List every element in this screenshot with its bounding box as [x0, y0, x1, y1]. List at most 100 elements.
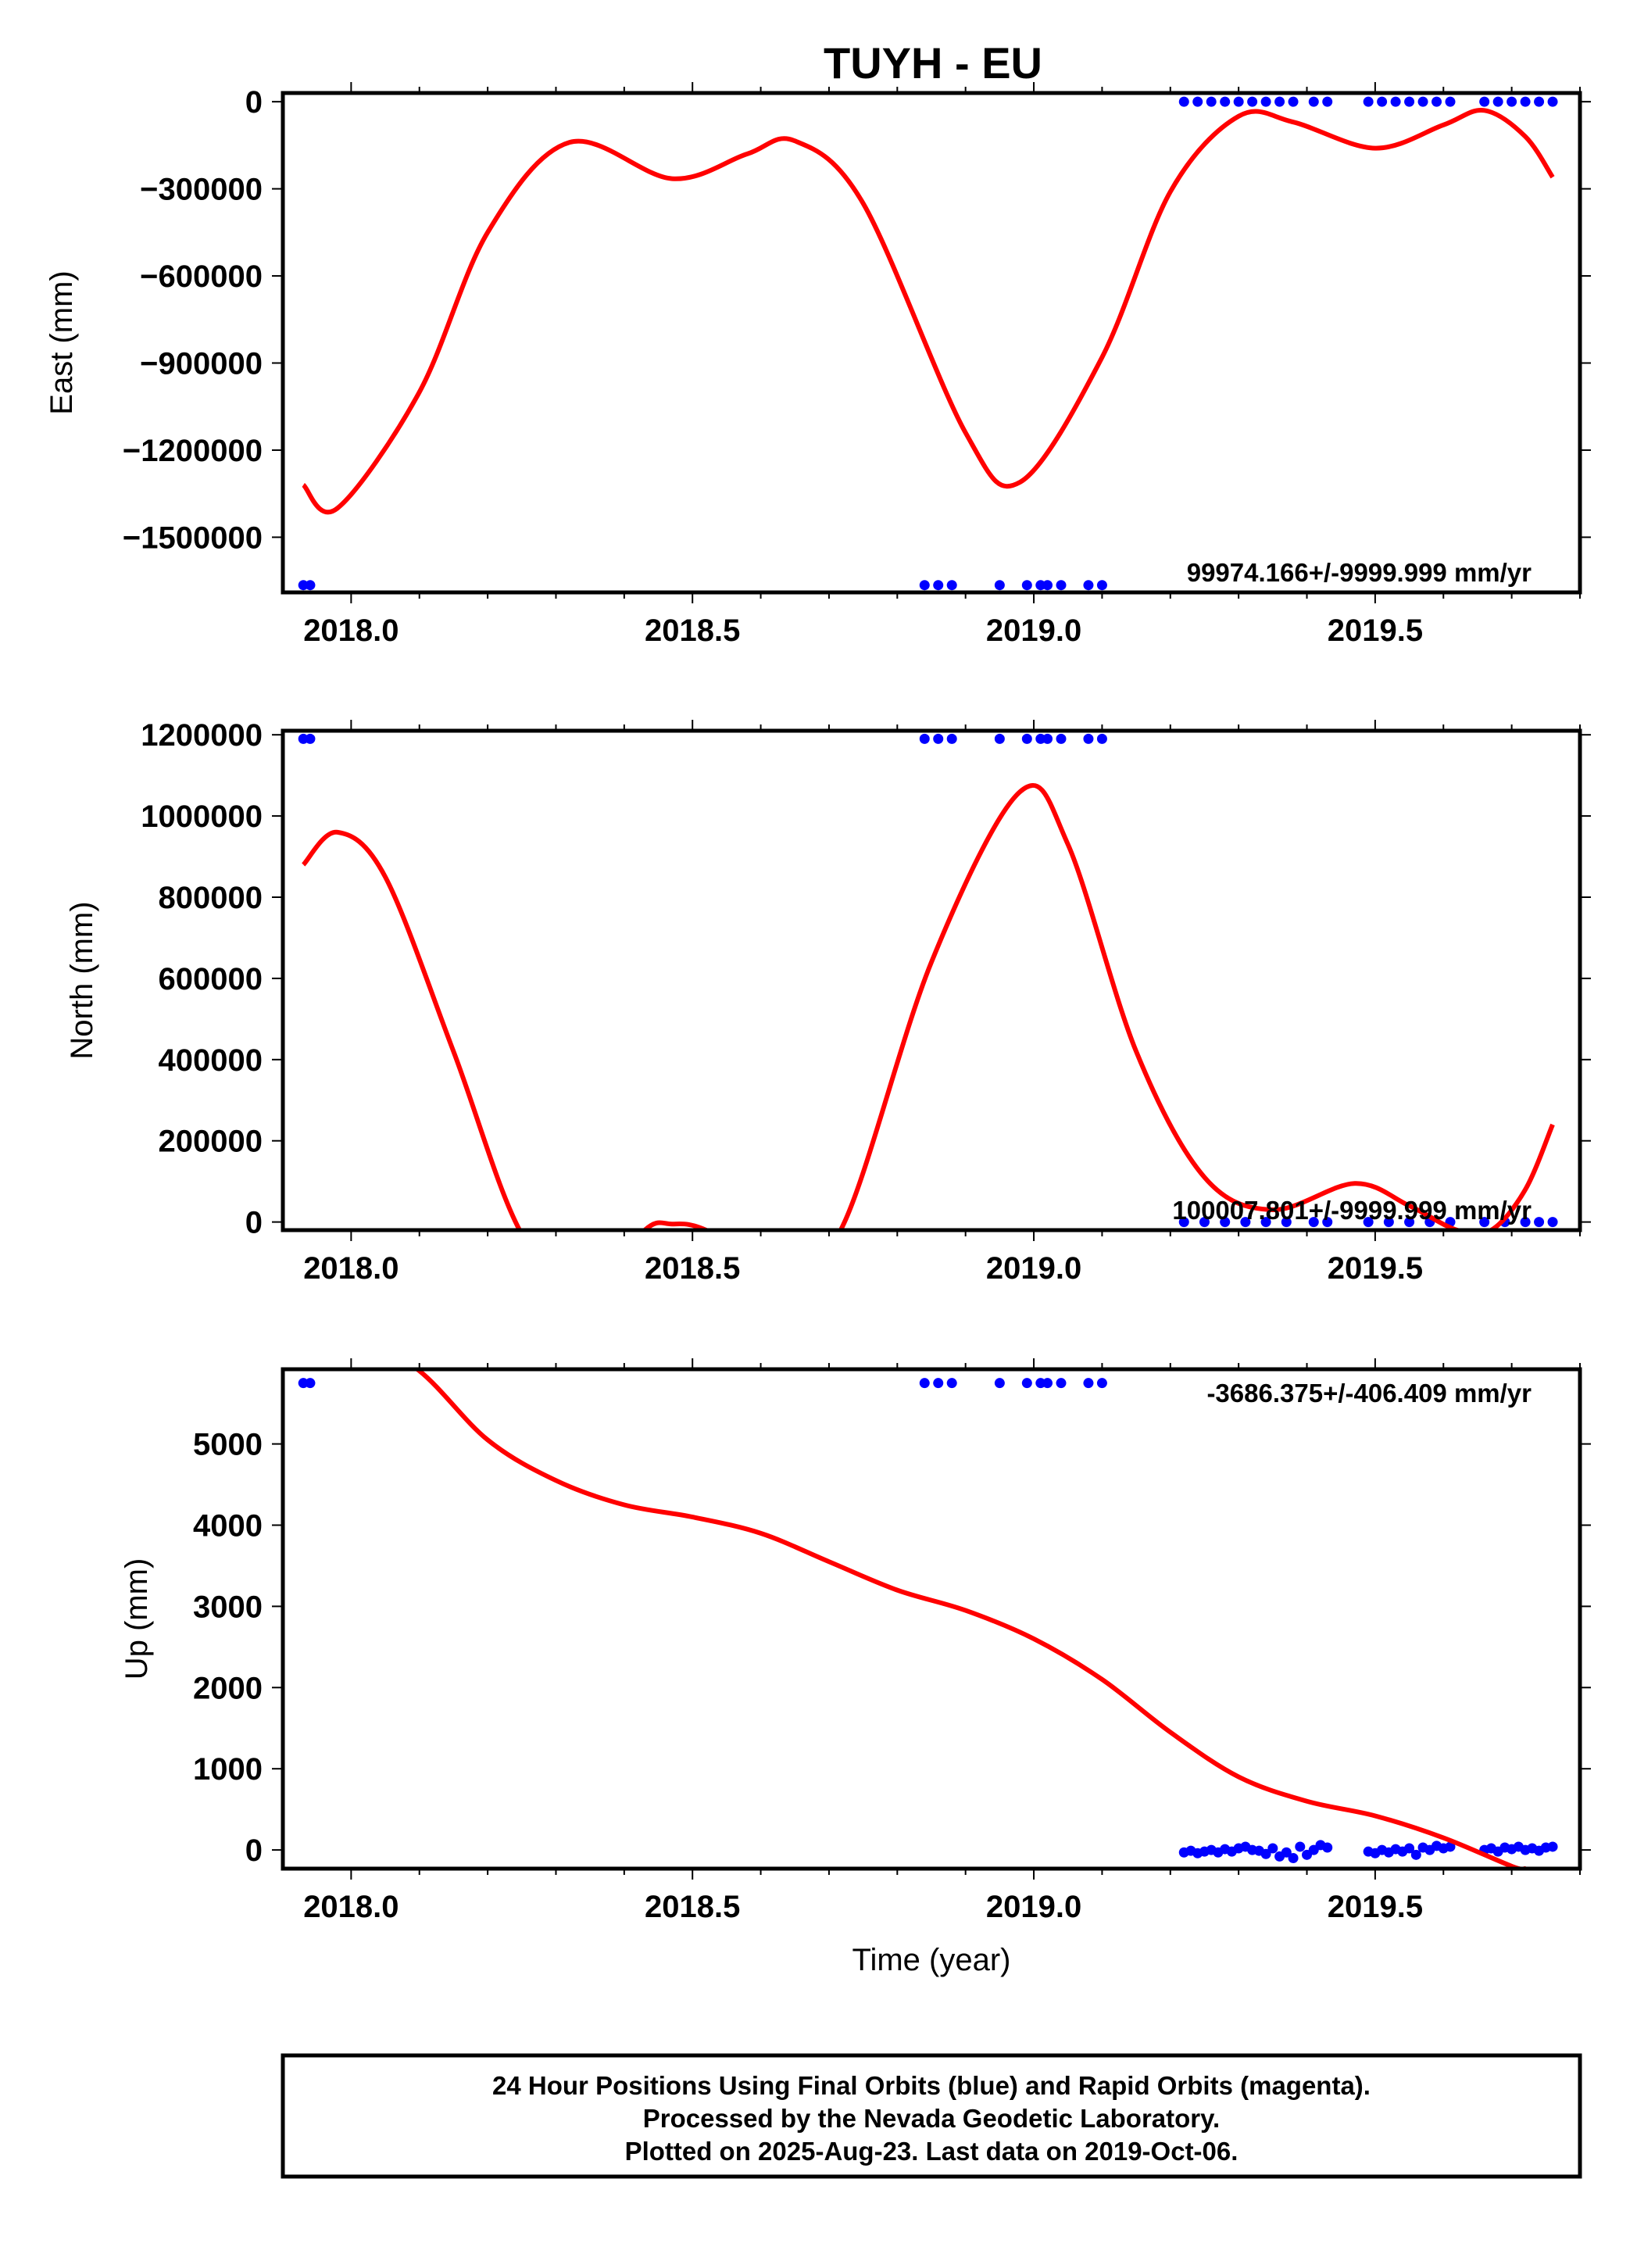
data-point — [946, 733, 957, 744]
plot-frame — [281, 91, 1582, 595]
data-point — [1404, 1843, 1415, 1854]
data-point — [1178, 96, 1189, 107]
plot-frame — [281, 728, 1582, 1232]
y-tick-label: 800000 — [159, 881, 263, 915]
data-point — [1021, 733, 1032, 744]
data-point — [1322, 1842, 1333, 1853]
data-point — [1083, 1378, 1094, 1389]
fit-line-north — [301, 783, 1555, 1230]
y-tick-label: 200000 — [159, 1125, 263, 1159]
data-point — [1220, 1217, 1231, 1228]
data-point — [1083, 580, 1094, 591]
data-point — [1383, 1217, 1394, 1228]
data-point — [1260, 1848, 1271, 1859]
data-point — [1507, 96, 1517, 107]
data-point — [1192, 96, 1203, 107]
data-point — [1281, 1847, 1292, 1858]
data-point — [1308, 96, 1319, 107]
plot-frame — [281, 1367, 1582, 1871]
data-point — [1096, 733, 1107, 744]
footer-line-3: Plotted on 2025-Aug-23. Last data on 201… — [625, 2137, 1238, 2166]
footer-line-2: Processed by the Nevada Geodetic Laborat… — [643, 2104, 1220, 2133]
y-tick-label: 0 — [245, 1833, 263, 1868]
data-point — [919, 1378, 930, 1389]
y-axis-label: Up (mm) — [120, 1558, 154, 1680]
data-point — [305, 733, 316, 744]
data-point — [1281, 1217, 1292, 1228]
y-tick-label: 5000 — [193, 1428, 263, 1462]
data-point — [1534, 96, 1545, 107]
data-point — [1021, 580, 1032, 591]
data-point — [1492, 96, 1503, 107]
x-tick-label: 2019.0 — [986, 614, 1081, 648]
panel-up: 2018.0 2018.5 2019.0 2019.5 0 1000 2000 3000 400… — [120, 1358, 1591, 1977]
y-tick-label: −300000 — [140, 173, 263, 207]
panel-east: 2018.0 2018.5 2019.0 2019.5 0 −300000 −600000 −… — [45, 82, 1591, 648]
data-point — [1260, 96, 1271, 107]
data-point — [919, 580, 930, 591]
x-tick-label: 2019.0 — [986, 1890, 1081, 1924]
data-point — [933, 580, 944, 591]
data-point — [919, 733, 930, 744]
y-tick-label: 2000 — [193, 1671, 263, 1705]
y-tick-label: −1500000 — [123, 520, 263, 555]
data-point — [1056, 733, 1067, 744]
points-east — [298, 96, 1558, 591]
data-point — [1178, 1217, 1189, 1228]
rate-label: -3686.375+/-406.409 mm/yr — [1206, 1379, 1532, 1408]
panel-north: 2018.0 2018.5 2019.0 2019.5 0 200000 400000 600… — [65, 718, 1591, 1286]
y-tick-label: 1000 — [193, 1752, 263, 1787]
data-point — [946, 580, 957, 591]
panels: 2018.0 2018.5 2019.0 2019.5 0 −300000 −600000 −… — [45, 82, 1591, 1977]
x-tick-label: 2019.5 — [1328, 1890, 1423, 1924]
y-axis-label: North (mm) — [65, 901, 99, 1059]
data-point — [994, 733, 1005, 744]
data-point — [1021, 1378, 1032, 1389]
data-point — [1056, 580, 1067, 591]
data-point — [1547, 1217, 1558, 1228]
y-tick-label: −900000 — [140, 347, 263, 381]
data-point — [1410, 1849, 1421, 1860]
rate-label: 100007.801+/-9999.999 mm/yr — [1172, 1196, 1532, 1225]
data-point — [1404, 96, 1415, 107]
x-tick-label: 2019.0 — [986, 1251, 1081, 1286]
data-point — [1322, 1217, 1333, 1228]
data-point — [1288, 96, 1299, 107]
y-tick-label: 4000 — [193, 1508, 263, 1543]
x-tick-label: 2018.0 — [303, 1251, 399, 1286]
data-point — [1042, 1378, 1053, 1389]
data-point — [933, 733, 944, 744]
data-point — [1520, 1217, 1531, 1228]
x-tick-label: 2018.5 — [645, 1251, 740, 1286]
x-tick-label: 2018.5 — [645, 1890, 740, 1924]
points-north — [298, 733, 1558, 1228]
y-tick-label: 1200000 — [141, 718, 263, 753]
data-point — [1199, 1217, 1210, 1228]
data-point — [1417, 96, 1428, 107]
y-tick-label: 0 — [245, 85, 263, 120]
data-point — [305, 580, 316, 591]
data-point — [994, 1378, 1005, 1389]
y-tick-label: 1000000 — [141, 800, 263, 834]
data-point — [1377, 96, 1388, 107]
data-point — [305, 1378, 316, 1389]
footer-box: 24 Hour Positions Using Final Orbits (bl… — [281, 2053, 1582, 2179]
data-point — [1274, 96, 1285, 107]
data-point — [1042, 733, 1053, 744]
data-point — [1056, 1378, 1067, 1389]
footer-frame — [281, 2053, 1582, 2179]
x-tick-label: 2018.0 — [303, 1890, 399, 1924]
data-point — [1295, 1841, 1306, 1852]
data-point — [1445, 96, 1456, 107]
x-tick-label: 2019.5 — [1328, 1251, 1423, 1286]
y-tick-label: 0 — [245, 1206, 263, 1240]
y-axis-label: East (mm) — [45, 270, 79, 414]
data-point — [946, 1378, 957, 1389]
fit-line-east — [302, 108, 1555, 515]
data-point — [1390, 96, 1401, 107]
y-tick-label: 3000 — [193, 1590, 263, 1624]
data-point — [1431, 96, 1442, 107]
data-point — [1260, 1217, 1271, 1228]
y-tick-label: 400000 — [159, 1043, 263, 1078]
